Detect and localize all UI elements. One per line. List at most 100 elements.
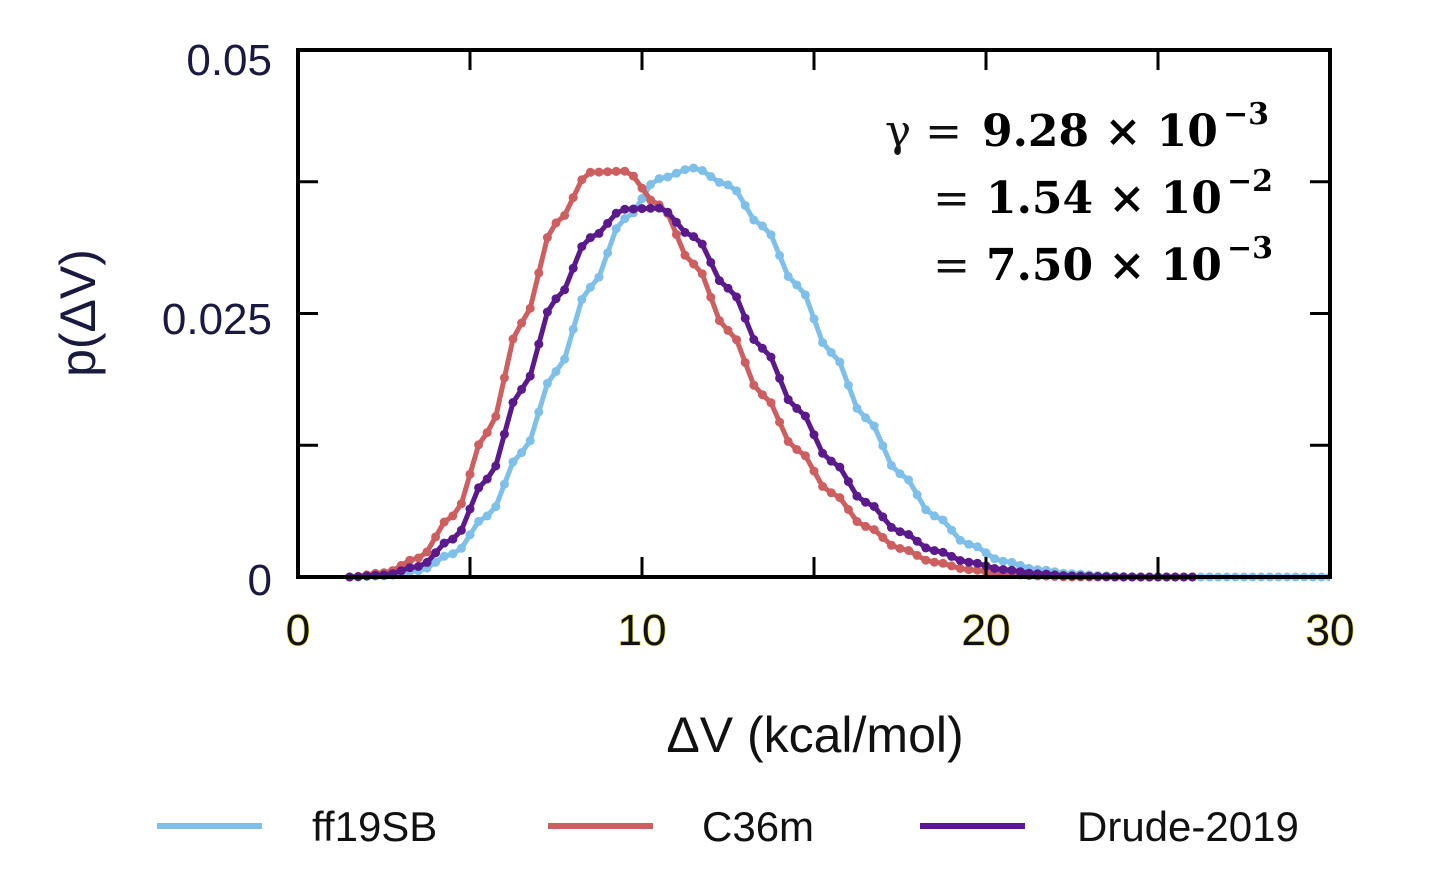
y-tick-label: 0.05 <box>186 36 272 85</box>
data-point <box>843 477 853 487</box>
legend-label: ff19SB <box>312 803 437 850</box>
data-point <box>895 527 905 537</box>
data-point <box>663 207 673 217</box>
x-tick-label: 10 <box>618 606 667 655</box>
data-point <box>577 175 587 185</box>
y-tick-labels: 0.05 0.025 0 <box>162 36 272 605</box>
data-point <box>499 373 509 383</box>
data-point <box>405 563 415 573</box>
data-point <box>431 532 441 542</box>
data-point <box>491 412 501 421</box>
data-point <box>938 515 948 525</box>
annotation-value: 9.28 × 10 <box>982 106 1218 157</box>
data-point <box>405 555 415 565</box>
data-point <box>783 395 793 405</box>
data-point <box>852 491 862 501</box>
data-point <box>568 263 578 273</box>
series-line <box>349 165 1330 580</box>
data-point <box>706 292 716 302</box>
series-c36m <box>345 166 1197 582</box>
tick-marks <box>298 50 1330 577</box>
data-point <box>740 358 750 367</box>
legend-item-ff19sb: ff19SB <box>157 803 437 850</box>
data-point <box>869 421 879 431</box>
data-point <box>671 168 681 178</box>
annotation-line-3: = 7.50 × 10 −3 <box>933 231 1273 291</box>
data-point <box>895 544 905 553</box>
data-point <box>938 547 948 557</box>
data-point <box>749 380 759 390</box>
data-point <box>654 203 664 213</box>
annotation-value: 1.54 × 10 <box>986 173 1222 224</box>
data-point <box>878 441 888 451</box>
data-point <box>482 511 492 521</box>
data-point <box>456 499 466 509</box>
data-point <box>749 215 759 225</box>
data-point <box>456 543 466 553</box>
data-point <box>542 378 552 388</box>
data-point <box>1015 567 1025 577</box>
data-point <box>465 469 475 479</box>
data-point <box>568 193 578 203</box>
data-point <box>783 271 793 281</box>
data-point <box>603 218 613 228</box>
data-point <box>990 564 1000 573</box>
data-point <box>465 504 475 514</box>
data-point <box>646 203 656 213</box>
data-point <box>878 533 888 542</box>
data-point <box>947 551 957 561</box>
data-point <box>620 214 630 224</box>
x-tick-labels: 0 10 20 30 <box>285 605 1355 656</box>
data-point <box>594 228 604 238</box>
data-point <box>534 268 544 278</box>
data-point <box>766 230 776 240</box>
data-point <box>517 448 527 458</box>
data-point <box>800 411 810 421</box>
data-point <box>792 403 802 413</box>
data-point <box>603 248 613 258</box>
data-point <box>448 534 458 544</box>
data-point <box>525 303 535 313</box>
annotation-line-2: = 1.54 × 10 −2 <box>933 164 1273 224</box>
data-point <box>482 428 492 438</box>
data-point <box>620 166 630 176</box>
data-point <box>792 280 802 290</box>
data-point <box>422 557 432 567</box>
data-point <box>861 521 871 531</box>
data-point <box>603 167 613 177</box>
data-point <box>439 551 449 561</box>
data-point <box>732 292 742 302</box>
data-point <box>714 316 724 326</box>
x-tick-label: 30 <box>1306 606 1355 655</box>
data-point <box>534 339 544 349</box>
data-point <box>689 232 699 242</box>
data-point <box>474 483 484 493</box>
data-point <box>826 456 836 466</box>
data-point <box>714 177 724 187</box>
data-point <box>525 371 535 381</box>
data-point <box>1015 560 1025 570</box>
data-point <box>474 440 484 450</box>
data-point <box>611 224 621 234</box>
data-point <box>955 564 965 573</box>
gamma-annotation: γ = 9.28 × 10 −3 = 1.54 × 10 −2 = 7.50 ×… <box>885 97 1273 291</box>
data-point <box>990 554 1000 564</box>
data-point <box>542 307 552 317</box>
data-point <box>551 294 561 304</box>
data-point <box>646 195 656 205</box>
data-point <box>560 285 570 295</box>
data-point <box>474 516 484 526</box>
data-point <box>998 565 1008 575</box>
data-point <box>491 461 501 471</box>
data-point <box>517 384 527 394</box>
data-point <box>886 522 896 532</box>
y-tick-label: 0.025 <box>162 295 272 344</box>
legend: ff19SB C36m Drude-2019 <box>157 803 1299 850</box>
data-point <box>663 172 673 182</box>
data-point <box>818 481 828 491</box>
data-point <box>904 530 914 539</box>
annotation-prefix: = <box>933 173 970 224</box>
data-point <box>723 325 733 335</box>
legend-item-drude-2019: Drude-2019 <box>920 803 1299 850</box>
data-point <box>800 451 810 461</box>
